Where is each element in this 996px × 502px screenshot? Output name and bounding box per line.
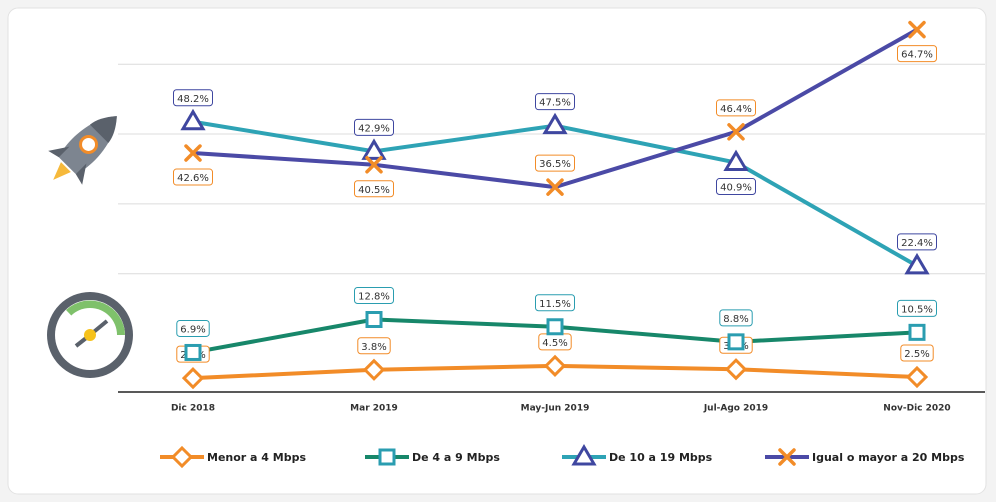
value-label: 40.9%	[720, 183, 752, 194]
legend-label: De 4 a 9 Mbps	[412, 451, 500, 464]
x-tick-label: Jul-Ago 2019	[703, 404, 768, 414]
value-label: 11.5%	[539, 299, 571, 310]
value-label: 46.4%	[720, 104, 752, 115]
legend-label: Igual o mayor a 20 Mbps	[812, 451, 965, 464]
value-label: 47.5%	[539, 98, 571, 109]
marker	[367, 313, 381, 327]
value-label: 42.6%	[177, 173, 209, 184]
value-label: 36.5%	[539, 159, 571, 170]
page: {"chart_data": {"type": "line", "categor…	[0, 0, 996, 502]
value-label: 12.8%	[358, 292, 390, 303]
value-label: 3.8%	[361, 342, 386, 353]
marker	[380, 450, 394, 464]
value-label: 10.5%	[901, 304, 933, 315]
value-label: 48.2%	[177, 94, 209, 105]
marker	[186, 345, 200, 359]
chart: Dic 2018 Mar 2019 May-Jun 2019 Jul-Ago 2019…	[0, 0, 996, 502]
value-label: 8.8%	[723, 314, 748, 325]
value-label: 40.5%	[358, 185, 390, 196]
x-tick-label: Nov-Dic 2020	[883, 404, 950, 414]
legend-label: De 10 a 19 Mbps	[609, 451, 713, 464]
value-label: 2.5%	[904, 349, 929, 360]
x-tick-label: Mar 2019	[350, 404, 398, 414]
legend-label: Menor a 4 Mbps	[207, 451, 306, 464]
speedometer-icon	[47, 292, 133, 378]
value-label: 22.4%	[901, 238, 933, 249]
marker	[729, 335, 743, 349]
x-tick-label: May-Jun 2019	[521, 404, 590, 414]
value-label: 4.5%	[542, 338, 567, 349]
x-tick-label: Dic 2018	[171, 404, 215, 414]
legend-item: Menor a 4 Mbps	[160, 448, 306, 466]
legend-item: De 4 a 9 Mbps	[365, 450, 500, 464]
value-label: 6.9%	[180, 324, 205, 335]
value-label: 64.7%	[901, 50, 933, 61]
card	[8, 8, 986, 494]
marker	[548, 320, 562, 334]
marker	[910, 325, 924, 339]
value-label: 42.9%	[358, 123, 390, 134]
